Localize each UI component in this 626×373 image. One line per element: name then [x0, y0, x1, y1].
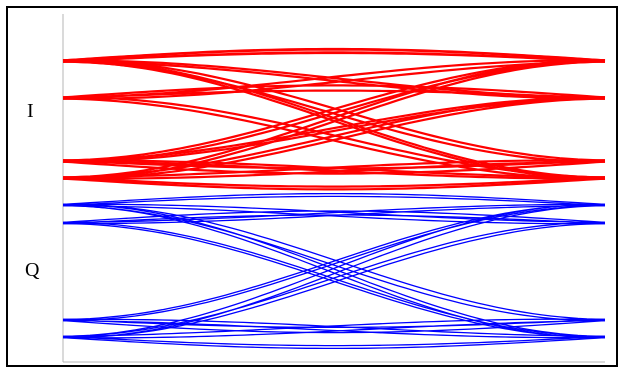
- trace-i-15-1: [63, 97, 606, 163]
- trace-i-1-0: [62, 47, 606, 62]
- trace-q-7-1: [63, 222, 606, 339]
- trace-i-6-0: [62, 176, 606, 188]
- trace-q-6-1: [62, 222, 605, 339]
- trace-i-14-1: [62, 89, 606, 100]
- trace-q-8-1: [62, 319, 606, 334]
- figure-border: [6, 6, 618, 367]
- trace-i-14-0: [62, 84, 606, 99]
- trace-i-11-1: [62, 97, 605, 180]
- trace-q-1-0: [62, 210, 606, 224]
- trace-q-9-1: [62, 336, 606, 350]
- trace-i-15-0: [62, 96, 605, 162]
- trace-q-11-1: [62, 319, 606, 339]
- trace-i-5-0: [63, 59, 606, 162]
- trace-q-0-0: [62, 192, 606, 206]
- trace-q-8-0: [62, 318, 606, 329]
- trace-q-11-0: [62, 318, 606, 338]
- trace-q-7-0: [62, 221, 605, 338]
- trace-i-6-1: [62, 177, 606, 191]
- trace-q-9-0: [62, 335, 606, 347]
- trace-q-2-1: [62, 204, 605, 322]
- trace-q-5-1: [63, 204, 606, 339]
- trace-i-1-1: [62, 51, 606, 63]
- trace-q-4-0: [63, 203, 606, 338]
- panel-label-q: Q: [25, 259, 40, 281]
- trace-i-13-1: [63, 60, 606, 180]
- trace-q-13-1: [62, 204, 606, 225]
- trace-i-3-1: [62, 60, 605, 100]
- trace-i-2-1: [62, 60, 606, 100]
- trace-q-4-1: [62, 204, 605, 339]
- trace-q-0-1: [62, 195, 606, 207]
- trace-q-2-0: [63, 203, 606, 321]
- trace-i-4-0: [62, 59, 605, 162]
- trace-i-13-0: [62, 59, 605, 179]
- trace-q-3-1: [63, 204, 606, 322]
- trace-i-9-1: [62, 160, 605, 180]
- panel-label-i: I: [27, 100, 34, 122]
- trace-q-13-0: [62, 203, 606, 224]
- trace-q-5-0: [62, 203, 605, 338]
- trace-i-9-0: [63, 159, 606, 179]
- trace-i-8-1: [62, 160, 606, 175]
